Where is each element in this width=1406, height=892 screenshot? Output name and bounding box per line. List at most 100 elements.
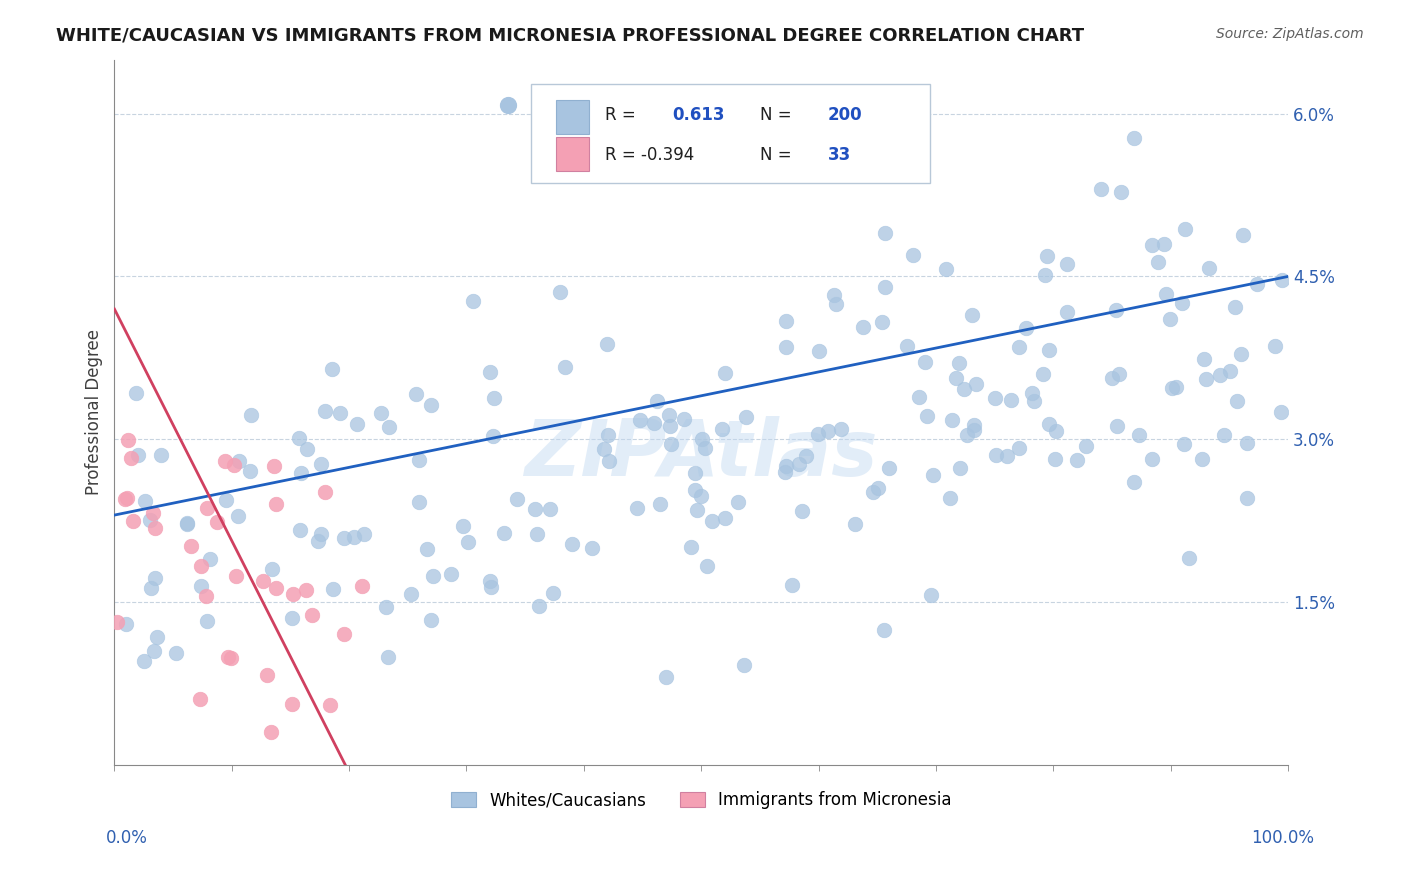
Point [1161, 381, 1184, 395]
Point [690, 432, 713, 446]
Point [1159, 311, 1181, 326]
Point [659, 419, 682, 434]
Point [1194, 352, 1216, 367]
Point [1101, 370, 1123, 384]
Point [733, 657, 755, 672]
Point [673, 412, 696, 426]
Point [1045, 424, 1067, 438]
Point [679, 540, 702, 554]
Point [132, 654, 155, 668]
Point [107, 656, 129, 670]
Point [1038, 417, 1060, 432]
Point [734, 410, 756, 425]
Point [190, 559, 212, 574]
Point [307, 533, 329, 548]
Point [422, 569, 444, 583]
Y-axis label: Professional Degree: Professional Degree [86, 329, 103, 495]
Point [288, 523, 311, 537]
Point [143, 521, 166, 535]
Point [333, 531, 356, 545]
Point [419, 398, 441, 412]
Point [375, 600, 398, 615]
Point [554, 359, 576, 374]
Point [873, 623, 896, 637]
Point [121, 514, 143, 528]
Point [288, 431, 311, 445]
Point [350, 579, 373, 593]
Point [1043, 452, 1066, 467]
Point [1123, 130, 1146, 145]
Point [217, 649, 239, 664]
Point [714, 366, 737, 380]
Point [405, 387, 427, 401]
FancyBboxPatch shape [531, 84, 929, 183]
Point [1225, 393, 1247, 408]
Point [872, 315, 894, 329]
Point [862, 484, 884, 499]
Point [908, 390, 931, 404]
Point [333, 627, 356, 641]
Point [1230, 346, 1253, 360]
Point [1198, 260, 1220, 275]
Point [105, 615, 128, 629]
Point [1000, 393, 1022, 408]
Point [956, 427, 979, 442]
Point [1108, 368, 1130, 382]
Point [377, 650, 399, 665]
Point [628, 413, 651, 427]
Point [127, 448, 149, 462]
Point [205, 515, 228, 529]
Point [1111, 185, 1133, 199]
Point [596, 337, 619, 351]
Point [807, 426, 830, 441]
Point [915, 409, 938, 423]
Point [264, 581, 287, 595]
Point [215, 492, 238, 507]
Point [711, 421, 734, 435]
Point [322, 582, 344, 597]
Point [239, 409, 262, 423]
Point [165, 646, 187, 660]
Point [690, 489, 713, 503]
FancyBboxPatch shape [555, 100, 589, 134]
Point [683, 466, 706, 480]
Point [260, 725, 283, 739]
Point [643, 416, 665, 430]
Point [295, 583, 318, 598]
Point [700, 514, 723, 528]
Point [984, 392, 1007, 406]
Point [541, 585, 564, 599]
Point [142, 644, 165, 658]
Point [346, 417, 368, 432]
Point [114, 491, 136, 506]
Point [343, 530, 366, 544]
Text: Source: ZipAtlas.com: Source: ZipAtlas.com [1216, 27, 1364, 41]
Point [830, 422, 852, 436]
Point [852, 320, 875, 334]
Point [1153, 237, 1175, 252]
Point [935, 261, 957, 276]
FancyBboxPatch shape [555, 137, 589, 171]
Point [868, 481, 890, 495]
Point [1264, 339, 1286, 353]
Point [420, 613, 443, 627]
Point [823, 288, 845, 302]
Point [695, 441, 717, 455]
Point [370, 406, 392, 420]
Point [494, 525, 516, 540]
Point [529, 599, 551, 614]
Point [960, 308, 983, 322]
Point [125, 385, 148, 400]
Point [1128, 428, 1150, 442]
Point [561, 537, 583, 551]
Point [1219, 364, 1241, 378]
Point [1236, 491, 1258, 505]
Point [481, 428, 503, 442]
Point [195, 614, 218, 628]
Point [1178, 551, 1201, 566]
Point [648, 497, 671, 511]
Point [1032, 368, 1054, 382]
Point [941, 413, 963, 427]
Point [1154, 286, 1177, 301]
Point [188, 692, 211, 706]
